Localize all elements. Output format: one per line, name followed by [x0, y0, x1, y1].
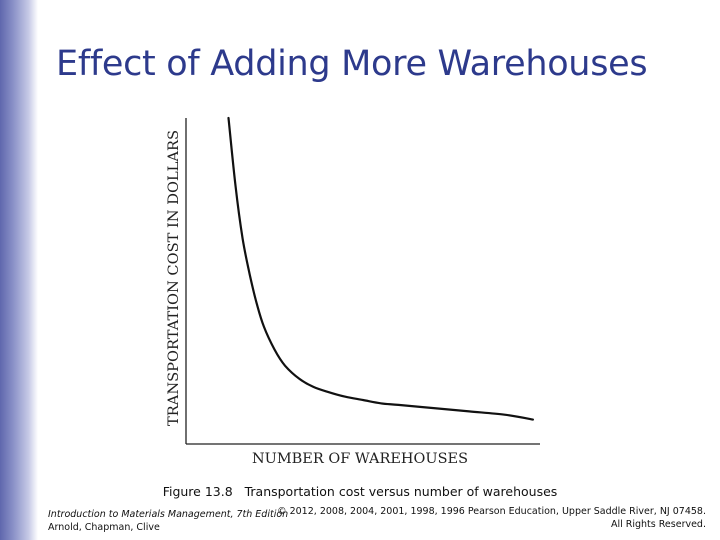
footer-book-info: Introduction to Materials Management, 7t…	[48, 508, 288, 534]
slide-title: Effect of Adding More Warehouses	[56, 44, 648, 84]
copyright-text: © 2012, 2008, 2004, 2001, 1998, 1996 Pea…	[277, 506, 706, 517]
figure-number: Figure 13.8	[162, 484, 233, 499]
book-title: Introduction to Materials Management, 7t…	[48, 509, 289, 520]
series-line	[227, 116, 534, 421]
figure-caption: Figure 13.8 Transportation cost versus n…	[0, 484, 720, 499]
figure-caption-text: Transportation cost versus number of war…	[244, 484, 558, 499]
rights-text: All Rights Reserved.	[610, 519, 706, 530]
chart: TRANSPORTATION COST IN DOLLARS NUMBER OF…	[166, 116, 540, 467]
x-axis-label: NUMBER OF WAREHOUSES	[252, 451, 468, 467]
book-authors: Arnold, Chapman, Clive	[48, 522, 160, 533]
footer-copyright: © 2012, 2008, 2004, 2001, 1998, 1996 Pea…	[277, 505, 706, 531]
y-axis-label: TRANSPORTATION COST IN DOLLARS	[166, 130, 182, 426]
side-bar	[0, 0, 38, 540]
